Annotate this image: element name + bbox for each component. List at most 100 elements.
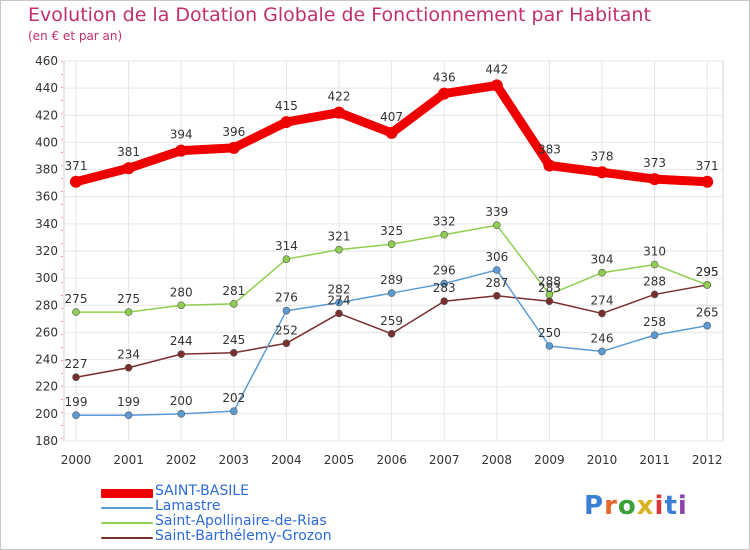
y-tick-label: 420 xyxy=(35,108,58,122)
legend-swatch xyxy=(101,507,153,509)
data-label: 295 xyxy=(696,265,719,279)
data-label: 202 xyxy=(222,391,245,405)
data-point xyxy=(545,342,554,350)
data-label: 199 xyxy=(65,395,88,409)
data-point xyxy=(492,266,501,274)
data-point xyxy=(598,347,606,356)
y-tick-label: 300 xyxy=(35,271,58,285)
data-label: 436 xyxy=(433,71,456,85)
data-label: 281 xyxy=(222,284,245,298)
x-tick-label: 2005 xyxy=(324,453,355,467)
data-point xyxy=(598,268,606,277)
data-point xyxy=(72,373,80,382)
data-label: 371 xyxy=(65,159,88,173)
data-label: 289 xyxy=(380,273,403,287)
data-label: 321 xyxy=(328,230,351,244)
data-label: 259 xyxy=(380,314,403,328)
data-label: 283 xyxy=(538,281,561,295)
data-point xyxy=(650,290,659,299)
data-label: 252 xyxy=(275,323,298,337)
data-point xyxy=(282,339,291,348)
data-label: 200 xyxy=(170,394,193,408)
data-label: 234 xyxy=(117,348,140,362)
x-tick-label: 2007 xyxy=(429,453,460,467)
y-tick-label: 260 xyxy=(35,325,58,339)
data-point xyxy=(387,240,396,249)
data-label: 415 xyxy=(275,99,298,113)
chart-title: Evolution de la Dotation Globale de Fonc… xyxy=(28,4,651,26)
data-point xyxy=(282,255,291,263)
data-point xyxy=(543,159,556,172)
proxiti-logo: Proxiti xyxy=(584,491,688,521)
data-point xyxy=(335,309,343,318)
data-point xyxy=(703,321,712,330)
logo-letter: x xyxy=(636,491,655,521)
data-point xyxy=(650,331,659,339)
y-tick-label: 200 xyxy=(35,407,58,421)
data-point xyxy=(387,329,396,338)
data-point xyxy=(335,298,343,307)
data-point xyxy=(438,87,451,100)
data-point xyxy=(440,230,449,239)
data-label: 245 xyxy=(222,333,245,347)
data-label: 227 xyxy=(65,357,88,371)
data-label: 304 xyxy=(591,253,614,267)
chart-subtitle: (en € et par an) xyxy=(28,29,123,43)
x-tick-label: 2008 xyxy=(482,453,513,467)
y-tick-label: 460 xyxy=(35,54,58,68)
data-label: 381 xyxy=(117,145,140,159)
y-tick-label: 320 xyxy=(35,244,58,258)
data-point xyxy=(122,162,135,175)
data-label: 378 xyxy=(591,149,614,163)
legend-label: SAINT-BASILE xyxy=(155,483,249,499)
data-label: 394 xyxy=(170,128,193,142)
data-point xyxy=(230,407,238,415)
data-point xyxy=(335,245,343,254)
data-label: 250 xyxy=(538,326,561,340)
data-label: 314 xyxy=(275,239,298,253)
y-tick-label: 280 xyxy=(35,298,58,312)
x-tick-label: 2011 xyxy=(639,453,670,467)
data-point xyxy=(333,106,345,119)
data-label: 407 xyxy=(380,110,403,124)
data-label: 339 xyxy=(485,205,508,219)
data-point xyxy=(227,141,240,154)
x-tick-label: 2004 xyxy=(271,453,302,467)
data-point xyxy=(440,279,449,288)
y-tick-label: 440 xyxy=(35,81,58,95)
data-point xyxy=(72,308,80,316)
x-tick-label: 2002 xyxy=(166,453,197,467)
data-label: 373 xyxy=(643,156,666,170)
x-tick-label: 2012 xyxy=(692,453,723,467)
y-tick-label: 340 xyxy=(35,217,58,231)
y-tick-label: 360 xyxy=(35,190,58,204)
data-label: 310 xyxy=(643,245,666,259)
data-label: 332 xyxy=(433,215,456,229)
data-label: 280 xyxy=(170,285,193,299)
data-label: 396 xyxy=(222,125,245,139)
y-tick-label: 220 xyxy=(35,380,58,394)
logo-letter: i xyxy=(654,491,665,521)
x-tick-label: 2010 xyxy=(587,453,618,467)
logo-letter: o xyxy=(617,491,637,521)
data-point xyxy=(124,411,133,420)
data-point xyxy=(177,350,185,358)
data-point xyxy=(701,175,714,188)
data-label: 275 xyxy=(117,292,140,306)
data-label: 274 xyxy=(591,293,614,307)
data-point xyxy=(124,363,133,372)
data-label: 287 xyxy=(485,276,508,290)
data-label: 288 xyxy=(643,274,666,288)
data-label: 283 xyxy=(433,281,456,295)
data-label: 275 xyxy=(65,292,88,306)
data-point xyxy=(177,301,185,310)
data-point xyxy=(596,166,608,179)
data-point xyxy=(387,289,396,297)
data-point xyxy=(440,297,449,306)
data-point xyxy=(648,173,661,186)
data-label: 325 xyxy=(380,224,403,238)
data-label: 276 xyxy=(275,291,298,305)
data-point xyxy=(177,410,185,418)
data-point xyxy=(280,116,293,129)
